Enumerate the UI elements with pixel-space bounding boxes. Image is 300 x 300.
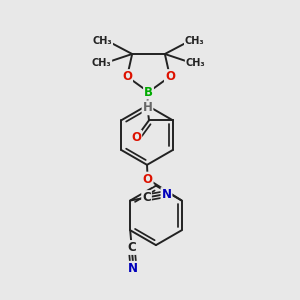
Text: O: O bbox=[165, 70, 175, 83]
Text: O: O bbox=[122, 70, 132, 83]
Text: CH₃: CH₃ bbox=[185, 36, 204, 46]
Text: O: O bbox=[142, 172, 153, 186]
Text: CH₃: CH₃ bbox=[186, 58, 205, 68]
Text: CH₃: CH₃ bbox=[93, 36, 112, 46]
Text: C: C bbox=[142, 191, 151, 204]
Text: N: N bbox=[128, 262, 138, 275]
Text: H: H bbox=[142, 101, 152, 114]
Text: CH₃: CH₃ bbox=[92, 58, 111, 68]
Text: B: B bbox=[144, 85, 153, 98]
Text: N: N bbox=[161, 188, 172, 201]
Text: C: C bbox=[127, 241, 136, 254]
Text: O: O bbox=[131, 131, 141, 144]
